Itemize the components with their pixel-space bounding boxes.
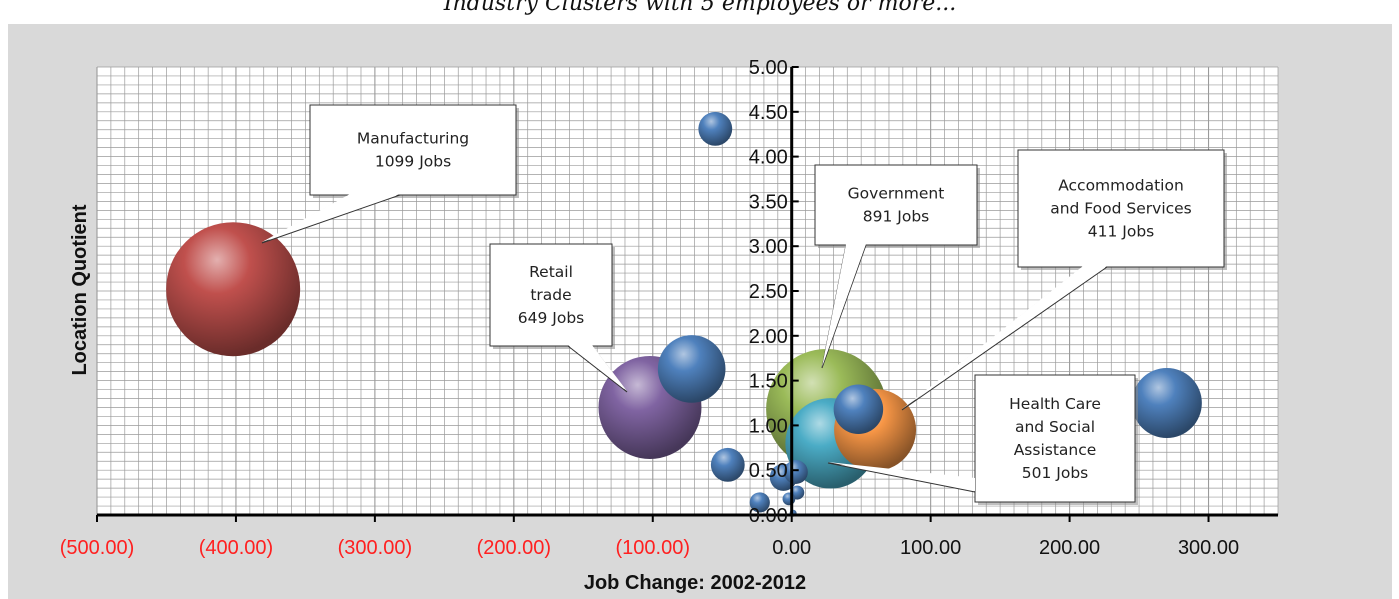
- y-tick-label: 2.50: [749, 281, 788, 303]
- y-tick-label: 1.00: [749, 415, 788, 437]
- callout-text: and Food Services: [1050, 200, 1192, 218]
- bubble: [657, 335, 726, 403]
- callout-government: Government 891 Jobs: [814, 164, 980, 369]
- x-tick-label: (100.00): [616, 537, 691, 559]
- x-tick-label: 200.00: [1039, 537, 1100, 559]
- callout-text: Accommodation: [1058, 177, 1184, 195]
- callout-text: 501 Jobs: [1022, 464, 1088, 482]
- x-tick-label: 0.00: [772, 537, 811, 559]
- callout-text: Retail: [529, 263, 573, 281]
- x-tick-label: (500.00): [60, 537, 135, 559]
- callout-manufacturing: Manufacturing 1099 Jobs: [261, 104, 519, 244]
- x-axis-title: Job Change: 2002-2012: [584, 572, 806, 594]
- callout-accommodation-and-food-services: Accommodation and Food Services 411 Jobs: [901, 149, 1227, 411]
- bubble: [698, 111, 733, 146]
- x-tick-label: (400.00): [199, 537, 274, 559]
- y-tick-label: 4.50: [749, 102, 788, 124]
- callout-health-care-and-social-assistance: Health Care and Social Assistance 501 Jobs: [827, 374, 1138, 505]
- axes: [96, 66, 1278, 522]
- y-tick-label: 0.00: [749, 505, 788, 527]
- x-tick-label: 300.00: [1178, 537, 1239, 559]
- callout-text: Assistance: [1014, 441, 1097, 459]
- y-tick-labels: 0.00 0.50 1.00 1.50 2.00 2.50 3.00 3.50 4.00 4.50…: [749, 57, 788, 527]
- bubble: [782, 492, 796, 506]
- y-tick-label: 2.00: [749, 326, 788, 348]
- x-tick-label: 100.00: [900, 537, 961, 559]
- y-tick-label: 1.50: [749, 371, 788, 393]
- chart-title: Industry Clusters with 5 employees or mo…: [443, 0, 956, 16]
- callout-text: 891 Jobs: [863, 208, 929, 226]
- callout-text: 649 Jobs: [518, 309, 584, 327]
- y-tick-label: 3.50: [749, 191, 788, 213]
- bubble: [833, 384, 884, 435]
- x-tick-labels: (500.00) (400.00) (300.00) (200.00) (100.00)…: [60, 537, 1239, 559]
- callout-text: Government: [848, 185, 945, 203]
- bubble: [1131, 367, 1202, 439]
- bubble: [783, 460, 808, 484]
- y-axis-title: Location Quotient: [69, 204, 91, 375]
- y-tick-label: 4.00: [749, 147, 788, 169]
- callout-text: Manufacturing: [357, 130, 469, 148]
- callout-text: and Social: [1015, 418, 1095, 436]
- x-tick-label: (200.00): [477, 537, 552, 559]
- y-tick-label: 0.50: [749, 460, 788, 482]
- y-tick-label: 3.00: [749, 236, 788, 258]
- bubble-manufacturing: [166, 222, 301, 357]
- callout-retail-trade: Retail trade 649 Jobs: [489, 243, 628, 393]
- callout-text: 1099 Jobs: [375, 153, 451, 171]
- x-tick-label: (300.00): [338, 537, 413, 559]
- y-tick-label: 5.00: [749, 57, 788, 79]
- callouts: Manufacturing 1099 Jobs Retail trade 649 Job…: [261, 104, 1227, 505]
- callout-text: trade: [530, 286, 571, 304]
- callout-text: Health Care: [1009, 395, 1101, 413]
- bubble: [710, 447, 745, 482]
- bubble: [749, 492, 770, 513]
- callout-text: 411 Jobs: [1088, 223, 1154, 241]
